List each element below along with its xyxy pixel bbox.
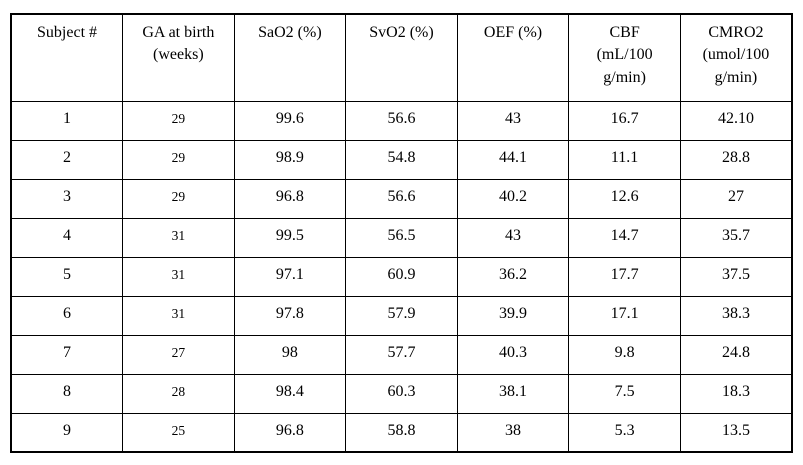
cell-cmro2: 37.5 [679,256,793,297]
cell-sao2: 98.4 [233,373,347,414]
cell-oef: 39.9 [456,295,570,336]
cell-ga: 29 [122,100,235,141]
cell-cbf: 5.3 [568,412,681,453]
cell-subject: 9 [10,412,124,453]
cell-sao2: 96.8 [233,412,347,453]
cell-subject: 2 [10,139,124,180]
cell-ga: 31 [122,295,235,336]
cell-cbf: 9.8 [568,334,681,375]
cell-cmro2: 13.5 [679,412,793,453]
cell-ga: 29 [122,178,235,219]
table-row: 7 27 98 57.7 40.3 9.8 24.8 [10,334,793,375]
column-header-oef: OEF (%) [456,13,570,102]
cell-ga: 25 [122,412,235,453]
cell-subject: 1 [10,100,124,141]
column-header-cmro2: CMRO2 (umol/100 g/min) [679,13,793,102]
table-row: 4 31 99.5 56.5 43 14.7 35.7 [10,217,793,258]
cell-svo2: 60.9 [345,256,458,297]
table-row: 2 29 98.9 54.8 44.1 11.1 28.8 [10,139,793,180]
cell-sao2: 96.8 [233,178,347,219]
table-body: 1 29 99.6 56.6 43 16.7 42.10 2 29 98.9 5… [10,100,793,453]
table-row: 6 31 97.8 57.9 39.9 17.1 38.3 [10,295,793,336]
cell-cbf: 16.7 [568,100,681,141]
cell-sao2: 98 [233,334,347,375]
column-header-subject: Subject # [10,13,124,102]
cell-ga: 31 [122,217,235,258]
cell-cmro2: 27 [679,178,793,219]
cell-oef: 38 [456,412,570,453]
cell-sao2: 98.9 [233,139,347,180]
column-header-sao2: SaO2 (%) [233,13,347,102]
cell-oef: 38.1 [456,373,570,414]
cell-cbf: 17.1 [568,295,681,336]
cell-cmro2: 35.7 [679,217,793,258]
cell-cbf: 12.6 [568,178,681,219]
table-header: Subject # GA at birth (weeks) SaO2 (%) S… [10,13,793,102]
cell-ga: 28 [122,373,235,414]
cell-cbf: 17.7 [568,256,681,297]
cell-cbf: 14.7 [568,217,681,258]
cell-subject: 6 [10,295,124,336]
cell-oef: 43 [456,100,570,141]
table-row: 9 25 96.8 58.8 38 5.3 13.5 [10,412,793,453]
cell-svo2: 56.6 [345,100,458,141]
cell-cmro2: 18.3 [679,373,793,414]
cell-cmro2: 28.8 [679,139,793,180]
cell-cbf: 7.5 [568,373,681,414]
cell-ga: 31 [122,256,235,297]
table-row: 8 28 98.4 60.3 38.1 7.5 18.3 [10,373,793,414]
cell-subject: 7 [10,334,124,375]
header-row: Subject # GA at birth (weeks) SaO2 (%) S… [10,13,793,102]
column-header-ga: GA at birth (weeks) [122,13,235,102]
column-header-svo2: SvO2 (%) [345,13,458,102]
cell-oef: 40.3 [456,334,570,375]
cell-svo2: 58.8 [345,412,458,453]
table-row: 5 31 97.1 60.9 36.2 17.7 37.5 [10,256,793,297]
table-row: 1 29 99.6 56.6 43 16.7 42.10 [10,100,793,141]
subject-measurements-table: Subject # GA at birth (weeks) SaO2 (%) S… [10,13,793,453]
cell-svo2: 56.6 [345,178,458,219]
cell-oef: 44.1 [456,139,570,180]
cell-ga: 27 [122,334,235,375]
column-header-cbf: CBF (mL/100 g/min) [568,13,681,102]
cell-ga: 29 [122,139,235,180]
cell-oef: 43 [456,217,570,258]
cell-subject: 3 [10,178,124,219]
cell-sao2: 97.1 [233,256,347,297]
cell-svo2: 56.5 [345,217,458,258]
cell-sao2: 99.5 [233,217,347,258]
cell-oef: 40.2 [456,178,570,219]
table-row: 3 29 96.8 56.6 40.2 12.6 27 [10,178,793,219]
cell-svo2: 57.7 [345,334,458,375]
cell-svo2: 57.9 [345,295,458,336]
cell-cmro2: 42.10 [679,100,793,141]
cell-subject: 8 [10,373,124,414]
cell-svo2: 60.3 [345,373,458,414]
cell-cbf: 11.1 [568,139,681,180]
cell-cmro2: 24.8 [679,334,793,375]
cell-subject: 4 [10,217,124,258]
cell-oef: 36.2 [456,256,570,297]
cell-cmro2: 38.3 [679,295,793,336]
cell-sao2: 99.6 [233,100,347,141]
cell-sao2: 97.8 [233,295,347,336]
cell-subject: 5 [10,256,124,297]
cell-svo2: 54.8 [345,139,458,180]
